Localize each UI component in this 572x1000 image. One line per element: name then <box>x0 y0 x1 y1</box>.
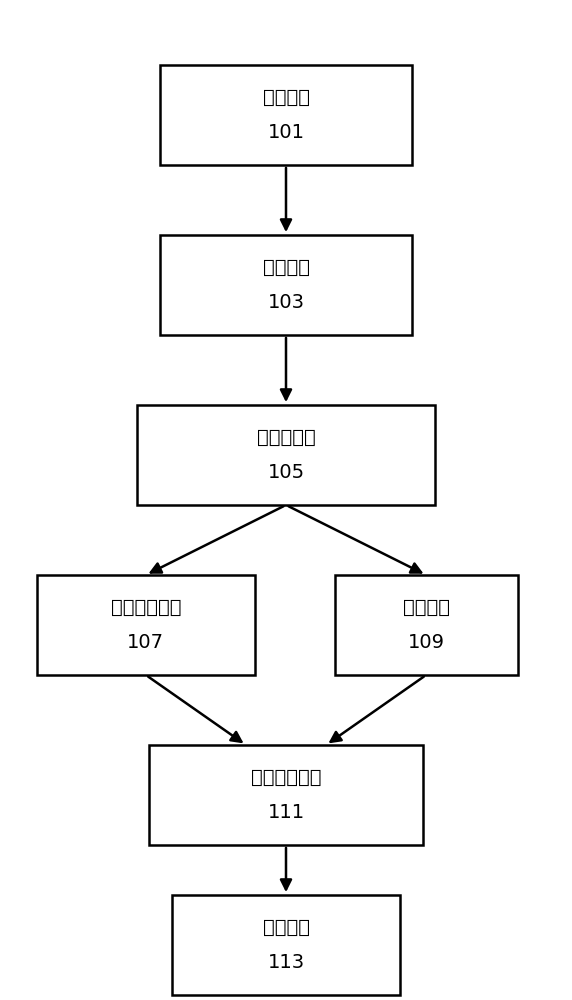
Text: 边缘检测步骤: 边缘检测步骤 <box>110 597 181 616</box>
Text: 调整步骤: 调整步骤 <box>263 918 309 936</box>
Text: 101: 101 <box>268 123 304 142</box>
Bar <box>172 895 400 995</box>
Text: 读取步骤: 读取步骤 <box>263 88 309 106</box>
Text: 109: 109 <box>408 634 444 652</box>
Bar <box>335 575 518 675</box>
Bar <box>160 235 412 335</box>
Text: 105: 105 <box>268 464 304 483</box>
Text: 识别步骤: 识别步骤 <box>403 597 450 616</box>
Text: 103: 103 <box>268 294 304 312</box>
Text: 区域生长步骤: 区域生长步骤 <box>251 768 321 786</box>
Text: 113: 113 <box>268 954 304 972</box>
Text: 选取步骤: 选取步骤 <box>263 257 309 276</box>
Bar <box>37 575 255 675</box>
Text: 107: 107 <box>128 634 164 652</box>
Text: 111: 111 <box>268 804 304 822</box>
Bar <box>160 65 412 165</box>
Bar <box>149 745 423 845</box>
Text: 预处理步骤: 预处理步骤 <box>257 428 315 446</box>
Bar <box>137 405 435 505</box>
